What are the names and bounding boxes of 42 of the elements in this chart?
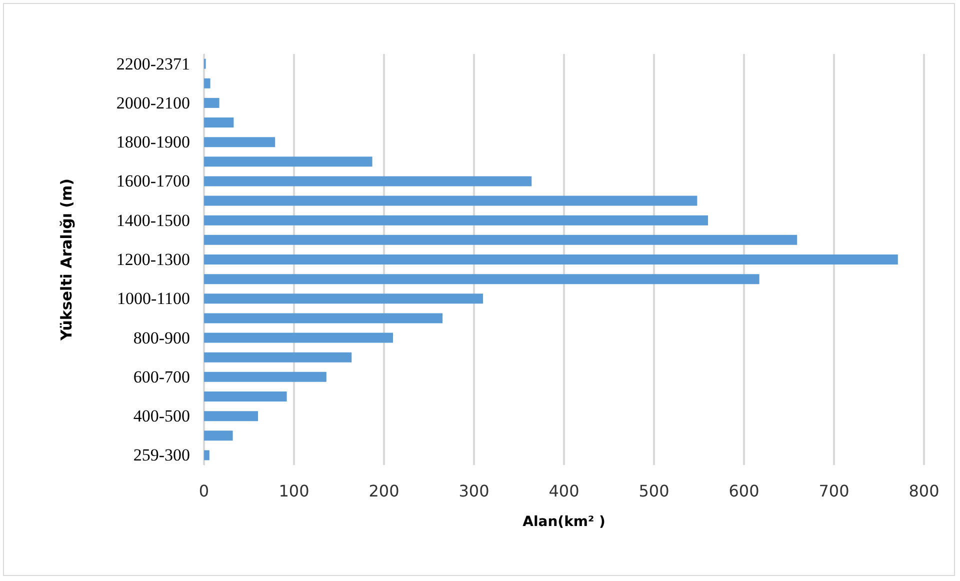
x-tick-label: 600 <box>728 482 760 500</box>
bar <box>204 392 287 402</box>
y-tick-label: 1600-1700 <box>116 172 190 191</box>
bar <box>204 430 233 441</box>
bar <box>204 234 798 245</box>
bar <box>204 176 532 186</box>
bar <box>204 313 442 324</box>
y-axis-title: Yükselti Aralığı (m) <box>58 178 76 342</box>
x-axis-title: Alan(km² ) <box>522 514 606 530</box>
x-tick-label: 0 <box>198 482 210 500</box>
x-tick-label: 100 <box>278 482 310 500</box>
y-tick-label: 800-900 <box>133 328 190 348</box>
y-tick-label: 600-700 <box>133 367 190 386</box>
bar <box>204 98 220 108</box>
x-tick-label: 400 <box>548 482 580 500</box>
y-tick-label: 400-500 <box>133 406 190 426</box>
bar <box>204 137 276 148</box>
y-tick-label: 259-300 <box>133 446 190 465</box>
bar <box>204 352 352 362</box>
x-tick-label: 700 <box>818 482 850 500</box>
bar <box>204 372 326 382</box>
y-tick-label: 1400-1500 <box>116 210 190 230</box>
bar <box>204 78 210 88</box>
bar <box>204 411 258 422</box>
bar <box>204 294 483 304</box>
y-tick-label: 1200-1300 <box>116 250 190 269</box>
x-tick-label: 300 <box>458 482 490 500</box>
y-tick-label: 2000-2100 <box>116 93 190 112</box>
bar <box>204 118 234 128</box>
x-tick-label: 800 <box>908 482 940 500</box>
y-tick-label: 1000-1100 <box>116 289 190 308</box>
bar <box>204 332 393 343</box>
bar <box>204 215 708 226</box>
bar <box>204 254 898 264</box>
x-tick-label: 500 <box>638 482 670 500</box>
bar <box>204 450 210 460</box>
x-tick-label: 200 <box>368 482 400 500</box>
y-tick-label: 2200-2371 <box>116 54 190 74</box>
y-tick-label: 1800-1900 <box>116 132 190 152</box>
bar <box>204 156 372 167</box>
bar <box>204 274 760 284</box>
bar <box>204 196 698 206</box>
